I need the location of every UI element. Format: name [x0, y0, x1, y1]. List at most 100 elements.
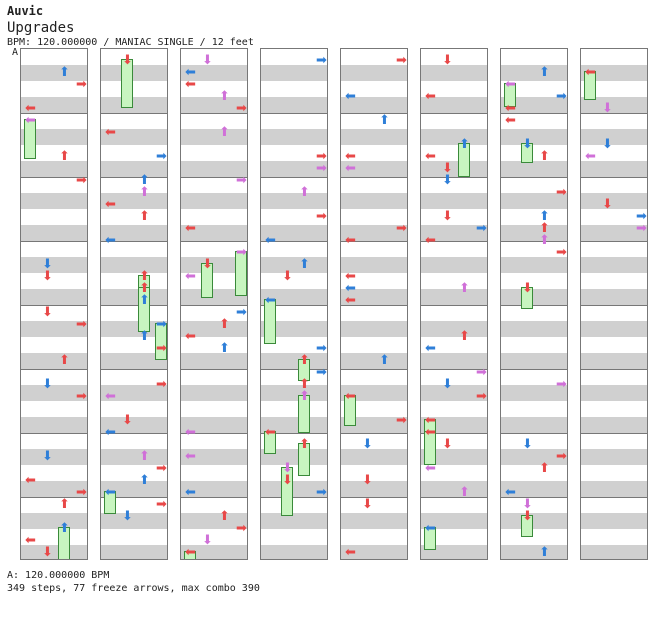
beat-band	[421, 417, 487, 433]
freeze-arrow	[201, 263, 213, 298]
measure-line	[181, 305, 247, 306]
up-arrow-icon: ⬆	[139, 293, 150, 308]
right-arrow-icon: ➡	[76, 485, 87, 500]
beat-band	[21, 321, 87, 337]
beat-band	[101, 65, 167, 81]
beat-band	[501, 529, 567, 545]
beat-band	[501, 321, 567, 337]
left-arrow-icon: ⬅	[425, 89, 436, 104]
left-arrow-icon: ⬅	[345, 281, 356, 296]
beat-band	[181, 193, 247, 209]
left-arrow-icon: ⬅	[105, 197, 116, 212]
down-arrow-icon: ⬇	[522, 437, 533, 452]
down-arrow-icon: ⬇	[522, 497, 533, 512]
beat-band	[341, 161, 407, 177]
right-arrow-icon: ➡	[476, 221, 487, 236]
beat-band	[21, 257, 87, 273]
left-arrow-icon: ⬅	[265, 425, 276, 440]
right-arrow-icon: ➡	[316, 365, 327, 380]
left-arrow-icon: ⬅	[345, 269, 356, 284]
measure-line	[581, 369, 647, 370]
beat-band	[421, 385, 487, 401]
right-arrow-icon: ➡	[556, 245, 567, 260]
beat-band	[421, 321, 487, 337]
up-arrow-icon: ⬆	[539, 221, 550, 236]
beat-band	[501, 225, 567, 241]
beat-band	[341, 417, 407, 433]
right-arrow-icon: ➡	[556, 89, 567, 104]
up-arrow-icon: ⬆	[219, 509, 230, 524]
beat-band	[101, 257, 167, 273]
measure-line	[341, 497, 407, 498]
beat-band	[341, 65, 407, 81]
left-arrow-icon: ⬅	[25, 533, 36, 548]
beat-band	[261, 161, 327, 177]
measure-line	[261, 497, 327, 498]
left-arrow-icon: ⬅	[505, 113, 516, 128]
beat-band	[181, 417, 247, 433]
beat-band	[101, 161, 167, 177]
beat-band	[261, 401, 327, 417]
left-arrow-icon: ⬅	[105, 125, 116, 140]
freeze-arrow	[458, 143, 470, 177]
beat-band	[581, 513, 647, 529]
beat-band	[261, 449, 327, 465]
measure-line	[261, 177, 327, 178]
right-arrow-icon: ➡	[396, 413, 407, 428]
freeze-arrow	[264, 431, 276, 454]
beat-band	[101, 449, 167, 465]
beat-band	[421, 481, 487, 497]
beat-band	[501, 305, 567, 321]
right-arrow-icon: ➡	[316, 485, 327, 500]
right-arrow-icon: ➡	[156, 377, 167, 392]
up-arrow-icon: ⬆	[539, 209, 550, 224]
beat-band	[341, 321, 407, 337]
beat-band	[581, 65, 647, 81]
right-arrow-icon: ➡	[236, 101, 247, 116]
beat-band	[21, 289, 87, 305]
measure-line	[501, 369, 567, 370]
up-arrow-icon: ⬆	[139, 329, 150, 344]
measure-line	[261, 113, 327, 114]
beat-band	[341, 385, 407, 401]
beat-band	[581, 353, 647, 369]
left-arrow-icon: ⬅	[105, 485, 116, 500]
beat-band	[261, 97, 327, 113]
left-arrow-icon: ⬅	[345, 89, 356, 104]
down-arrow-icon: ⬇	[122, 53, 133, 68]
beat-band	[101, 289, 167, 305]
freeze-arrow	[298, 395, 310, 433]
song-title: Upgrades	[7, 20, 75, 36]
measure-line	[261, 305, 327, 306]
beat-band	[501, 417, 567, 433]
beat-band	[421, 449, 487, 465]
down-arrow-icon: ⬇	[42, 269, 53, 284]
beat-band	[181, 97, 247, 113]
down-arrow-icon: ⬇	[602, 197, 613, 212]
beat-band	[581, 49, 647, 65]
measure-line	[101, 113, 167, 114]
freeze-arrow	[521, 515, 533, 537]
down-arrow-icon: ⬇	[282, 269, 293, 284]
up-arrow-icon: ⬆	[539, 149, 550, 164]
beat-band	[101, 129, 167, 145]
beat-band	[181, 545, 247, 559]
beat-band	[581, 369, 647, 385]
right-arrow-icon: ➡	[76, 317, 87, 332]
measure-line	[21, 369, 87, 370]
right-arrow-icon: ➡	[476, 365, 487, 380]
measure-line	[501, 241, 567, 242]
beat-band	[421, 353, 487, 369]
beat-band	[501, 193, 567, 209]
left-arrow-icon: ⬅	[345, 233, 356, 248]
freeze-arrow	[584, 71, 596, 100]
up-arrow-icon: ⬆	[219, 89, 230, 104]
up-arrow-icon: ⬆	[299, 185, 310, 200]
beat-band	[21, 337, 87, 353]
beat-band	[261, 113, 327, 129]
right-arrow-icon: ➡	[396, 53, 407, 68]
beat-band	[581, 449, 647, 465]
chart-column: ⬇ ⬅ ⬅ ⬆ ➡ ⬆ ➡ ⬅ ➡ ⬇ ⬅ ➡ ⬆ ⬅ ⬆ ⬅ ⬅ ⬅ ⬆ ➡ ⬇ ⬅	[180, 48, 248, 560]
right-arrow-icon: ➡	[556, 449, 567, 464]
down-arrow-icon: ⬇	[522, 509, 533, 524]
